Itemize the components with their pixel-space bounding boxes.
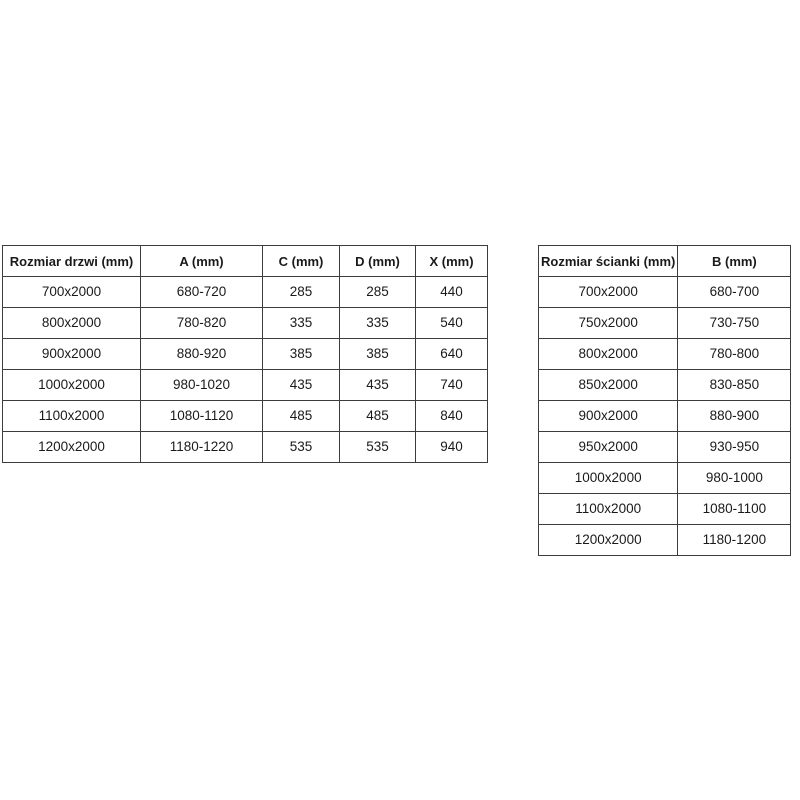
table-header-row: Rozmiar ścianki (mm) B (mm) — [537, 245, 792, 277]
table-cell: 1180-1200 — [677, 524, 792, 556]
table-row: 700x2000 680-700 — [537, 276, 792, 308]
table-cell: 1080-1100 — [677, 493, 792, 525]
table-cell: 950x2000 — [537, 431, 679, 463]
column-header: X (mm) — [415, 245, 488, 277]
table-row: 1100x2000 1080-1120 485 485 840 — [2, 400, 488, 432]
table-cell: 540 — [415, 307, 488, 339]
table-row: 800x2000 780-820 335 335 540 — [2, 307, 488, 339]
table-cell: 700x2000 — [2, 276, 141, 308]
table-cell: 1100x2000 — [2, 400, 141, 432]
table-cell: 800x2000 — [2, 307, 141, 339]
column-header: C (mm) — [262, 245, 340, 277]
table-row: 900x2000 880-900 — [537, 400, 792, 432]
door-dimensions-table: Rozmiar drzwi (mm) A (mm) C (mm) D (mm) X (m… — [2, 245, 488, 463]
table-cell: 485 — [262, 400, 340, 432]
table-row: 1200x2000 1180-1220 535 535 940 — [2, 431, 488, 463]
table-row: 1000x2000 980-1000 — [537, 462, 792, 494]
table-cell: 780-800 — [677, 338, 792, 370]
table-cell: 385 — [339, 338, 416, 370]
table-cell: 800x2000 — [537, 338, 679, 370]
table-row: 850x2000 830-850 — [537, 369, 792, 401]
table-row: 950x2000 930-950 — [537, 431, 792, 463]
table-cell: 535 — [262, 431, 340, 463]
table-cell: 1180-1220 — [140, 431, 263, 463]
column-header: Rozmiar ścianki (mm) — [537, 245, 679, 277]
table-cell: 285 — [262, 276, 340, 308]
table-cell: 440 — [415, 276, 488, 308]
wall-dimensions-table: Rozmiar ścianki (mm) B (mm) 700x2000 680-7… — [537, 245, 792, 556]
table-cell: 740 — [415, 369, 488, 401]
table-row: 700x2000 680-720 285 285 440 — [2, 276, 488, 308]
table-cell: 750x2000 — [537, 307, 679, 339]
table-cell: 700x2000 — [537, 276, 679, 308]
table-row: 900x2000 880-920 385 385 640 — [2, 338, 488, 370]
table-cell: 1000x2000 — [537, 462, 679, 494]
table-cell: 830-850 — [677, 369, 792, 401]
column-header: D (mm) — [339, 245, 416, 277]
table-cell: 640 — [415, 338, 488, 370]
table-cell: 435 — [339, 369, 416, 401]
table-cell: 840 — [415, 400, 488, 432]
table-cell: 1200x2000 — [2, 431, 141, 463]
table-cell: 335 — [339, 307, 416, 339]
table-cell: 940 — [415, 431, 488, 463]
table-cell: 385 — [262, 338, 340, 370]
column-header: A (mm) — [140, 245, 263, 277]
table-cell: 680-700 — [677, 276, 792, 308]
table-cell: 980-1020 — [140, 369, 263, 401]
table-cell: 780-820 — [140, 307, 263, 339]
column-header: Rozmiar drzwi (mm) — [2, 245, 141, 277]
table-cell: 880-920 — [140, 338, 263, 370]
table-row: 1000x2000 980-1020 435 435 740 — [2, 369, 488, 401]
table-row: 800x2000 780-800 — [537, 338, 792, 370]
table-cell: 535 — [339, 431, 416, 463]
table-cell: 880-900 — [677, 400, 792, 432]
table-cell: 1100x2000 — [537, 493, 679, 525]
table-row: 1200x2000 1180-1200 — [537, 524, 792, 556]
table-cell: 485 — [339, 400, 416, 432]
table-cell: 900x2000 — [2, 338, 141, 370]
table-cell: 335 — [262, 307, 340, 339]
table-cell: 730-750 — [677, 307, 792, 339]
table-row: 1100x2000 1080-1100 — [537, 493, 792, 525]
table-cell: 930-950 — [677, 431, 792, 463]
table-cell: 285 — [339, 276, 416, 308]
table-cell: 980-1000 — [677, 462, 792, 494]
table-cell: 1000x2000 — [2, 369, 141, 401]
table-header-row: Rozmiar drzwi (mm) A (mm) C (mm) D (mm) X (m… — [2, 245, 488, 277]
table-row: 750x2000 730-750 — [537, 307, 792, 339]
table-cell: 1080-1120 — [140, 400, 263, 432]
table-cell: 680-720 — [140, 276, 263, 308]
table-cell: 1200x2000 — [537, 524, 679, 556]
table-cell: 435 — [262, 369, 340, 401]
table-cell: 850x2000 — [537, 369, 679, 401]
table-cell: 900x2000 — [537, 400, 679, 432]
column-header: B (mm) — [677, 245, 792, 277]
